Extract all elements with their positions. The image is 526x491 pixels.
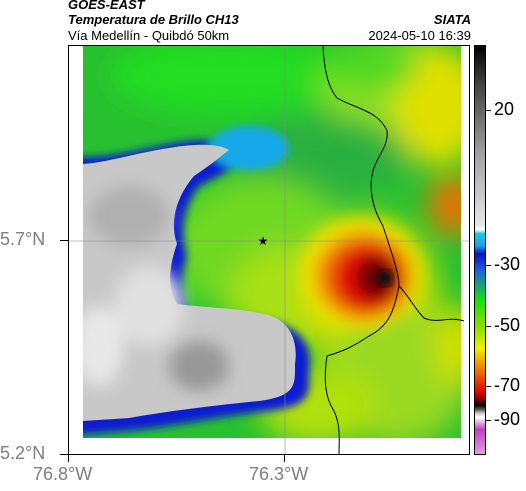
colorbar-tick	[486, 326, 491, 327]
colorbar-label: 20	[494, 99, 515, 119]
lon-label: 76.3°W	[249, 464, 309, 484]
colorbar-tick	[486, 265, 491, 266]
colorbar-label: -50	[494, 315, 521, 335]
lat-tick	[60, 454, 68, 455]
colorbar-tick	[486, 110, 491, 111]
lon-label: 76.8°W	[33, 464, 93, 484]
brand-label: SIATA	[433, 12, 471, 27]
colorbar	[474, 45, 486, 455]
brightness-temperature-map[interactable]: ★	[68, 45, 470, 455]
lon-tick	[68, 455, 69, 462]
colorbar-tick	[486, 386, 491, 387]
map-header: GOES-EAST Temperatura de Brillo CH13 SIA…	[0, 0, 526, 44]
satellite-title: GOES-EAST	[68, 0, 145, 12]
cloud-texture	[74, 186, 229, 391]
region-label: Vía Medellín - Quibdó 50km	[68, 28, 230, 43]
convective-core	[301, 219, 421, 329]
lon-tick	[284, 455, 285, 462]
colorbar-label: -70	[494, 375, 521, 395]
product-title: Temperatura de Brillo CH13	[68, 12, 239, 27]
colorbar-tick	[486, 420, 491, 421]
colorbar-label: -90	[494, 409, 521, 429]
colorbar-label: -30	[494, 254, 521, 274]
lat-tick	[60, 240, 68, 241]
lat-label: 5.2°N	[0, 443, 46, 463]
datetime-label: 2024-05-10 16:39	[368, 28, 471, 43]
lat-label: 5.7°N	[0, 229, 46, 249]
station-marker: ★	[258, 234, 269, 248]
department-border	[322, 46, 400, 454]
map-raster: ★	[69, 46, 469, 454]
